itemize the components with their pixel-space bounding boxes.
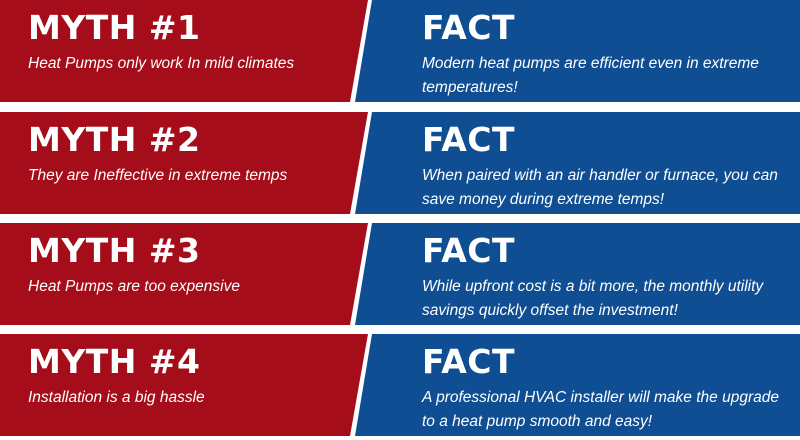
fact-title-4: FACT [422,342,516,381]
myth-panel-4 [0,334,368,436]
fact-panel-1 [355,0,800,102]
fact-panel-3 [355,223,800,325]
myth-fact-row-1: MYTH #1 Heat Pumps only work In mild cli… [0,0,800,102]
myth-title-4: MYTH #4 [28,342,201,381]
myth-title-3: MYTH #3 [28,231,201,270]
fact-text-1: Modern heat pumps are efficient even in … [422,55,759,96]
fact-title-2: FACT [422,120,516,159]
myth-text-2: They are Ineffective in extreme temps [28,167,288,184]
myth-fact-row-3: MYTH #3 Heat Pumps are too expensive FAC… [0,223,800,325]
myth-text-3: Heat Pumps are too expensive [28,278,240,295]
myth-panel-2 [0,112,368,214]
fact-text-2: When paired with an air handler or furna… [422,167,778,208]
myth-title-2: MYTH #2 [28,120,201,159]
myth-fact-row-2: MYTH #2 They are Ineffective in extreme … [0,112,800,214]
myth-fact-row-4: MYTH #4 Installation is a big hassle FAC… [0,334,800,436]
fact-text-3: While upfront cost is a bit more, the mo… [422,278,764,319]
fact-panel-2 [355,112,800,214]
myth-text-1: Heat Pumps only work In mild climates [28,55,295,72]
myth-text-4: Installation is a big hassle [28,389,205,406]
myth-panel-1 [0,0,368,102]
fact-title-3: FACT [422,231,516,270]
fact-title-1: FACT [422,8,516,47]
fact-panel-4 [355,334,800,436]
fact-text-4: A professional HVAC installer will make … [422,389,779,430]
myth-title-1: MYTH #1 [28,8,201,47]
myth-panel-3 [0,223,368,325]
